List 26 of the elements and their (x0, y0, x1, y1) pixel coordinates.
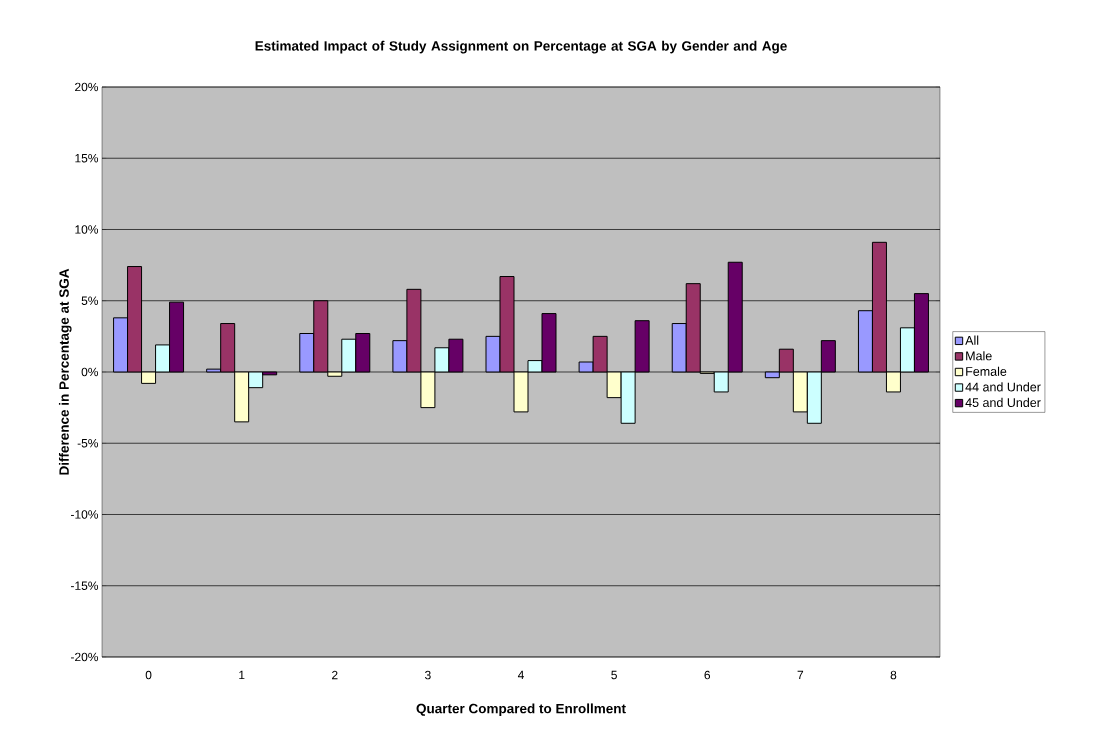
legend-label: Female (966, 366, 1007, 376)
x-tick-label: 5 (611, 670, 617, 680)
legend-label: 44 and Under (965, 382, 1041, 392)
y-tick-label: -10% (70, 510, 99, 519)
y-axis-title: Difference in Percentage at SGA (58, 268, 72, 475)
x-tick-label: 3 (425, 670, 431, 680)
legend-label: All (965, 335, 979, 345)
y-tick-label: 20% (75, 82, 99, 92)
chart-title: Estimated Impact of Study Assignment on Percentage at SGA by Gender and Age (255, 40, 787, 54)
x-tick-label: 2 (332, 670, 338, 680)
x-tick-label: 7 (797, 670, 804, 680)
x-tick-label: 4 (517, 670, 524, 680)
y-tick-label: -5% (77, 439, 99, 448)
y-tick-label: -20% (70, 652, 99, 662)
y-tick-label: 10% (75, 225, 99, 234)
x-tick-label: 0 (145, 670, 152, 680)
y-tick-label: -15% (70, 581, 99, 590)
y-tick-label: 5% (81, 296, 99, 305)
y-tick-label: 15% (75, 154, 99, 163)
x-tick-label: 1 (239, 670, 245, 680)
x-tick-label: 8 (890, 670, 897, 680)
x-axis-title: Quarter Compared to Enrollment (416, 703, 626, 717)
x-tick-label: 6 (704, 670, 711, 680)
legend-label: 45 and Under (965, 397, 1041, 408)
legend-label: Male (966, 351, 992, 361)
y-tick-label: 0% (81, 367, 99, 377)
